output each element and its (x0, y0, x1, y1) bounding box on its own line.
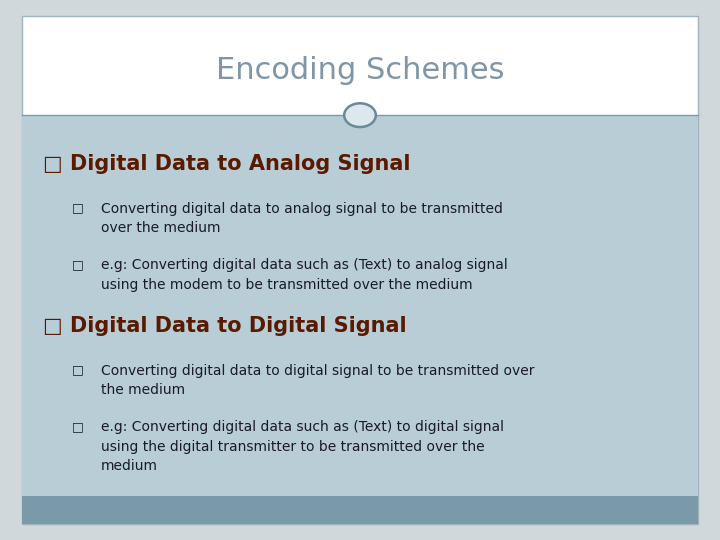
FancyBboxPatch shape (22, 496, 698, 524)
FancyBboxPatch shape (22, 115, 698, 524)
Text: □: □ (72, 258, 84, 271)
Text: □: □ (72, 420, 84, 433)
Text: □ Digital Data to Analog Signal: □ Digital Data to Analog Signal (43, 154, 410, 174)
Text: Converting digital data to digital signal to be transmitted over
the medium: Converting digital data to digital signa… (101, 363, 534, 397)
Text: □: □ (72, 201, 84, 214)
FancyBboxPatch shape (22, 16, 698, 524)
Text: e.g: Converting digital data such as (Text) to analog signal
using the modem to : e.g: Converting digital data such as (Te… (101, 258, 508, 292)
Circle shape (344, 103, 376, 127)
Text: □ Digital Data to Digital Signal: □ Digital Data to Digital Signal (43, 316, 407, 336)
Text: Converting digital data to analog signal to be transmitted
over the medium: Converting digital data to analog signal… (101, 201, 503, 235)
Text: e.g: Converting digital data such as (Text) to digital signal
using the digital : e.g: Converting digital data such as (Te… (101, 420, 504, 473)
Text: □: □ (72, 363, 84, 376)
Text: Encoding Schemes: Encoding Schemes (216, 56, 504, 85)
